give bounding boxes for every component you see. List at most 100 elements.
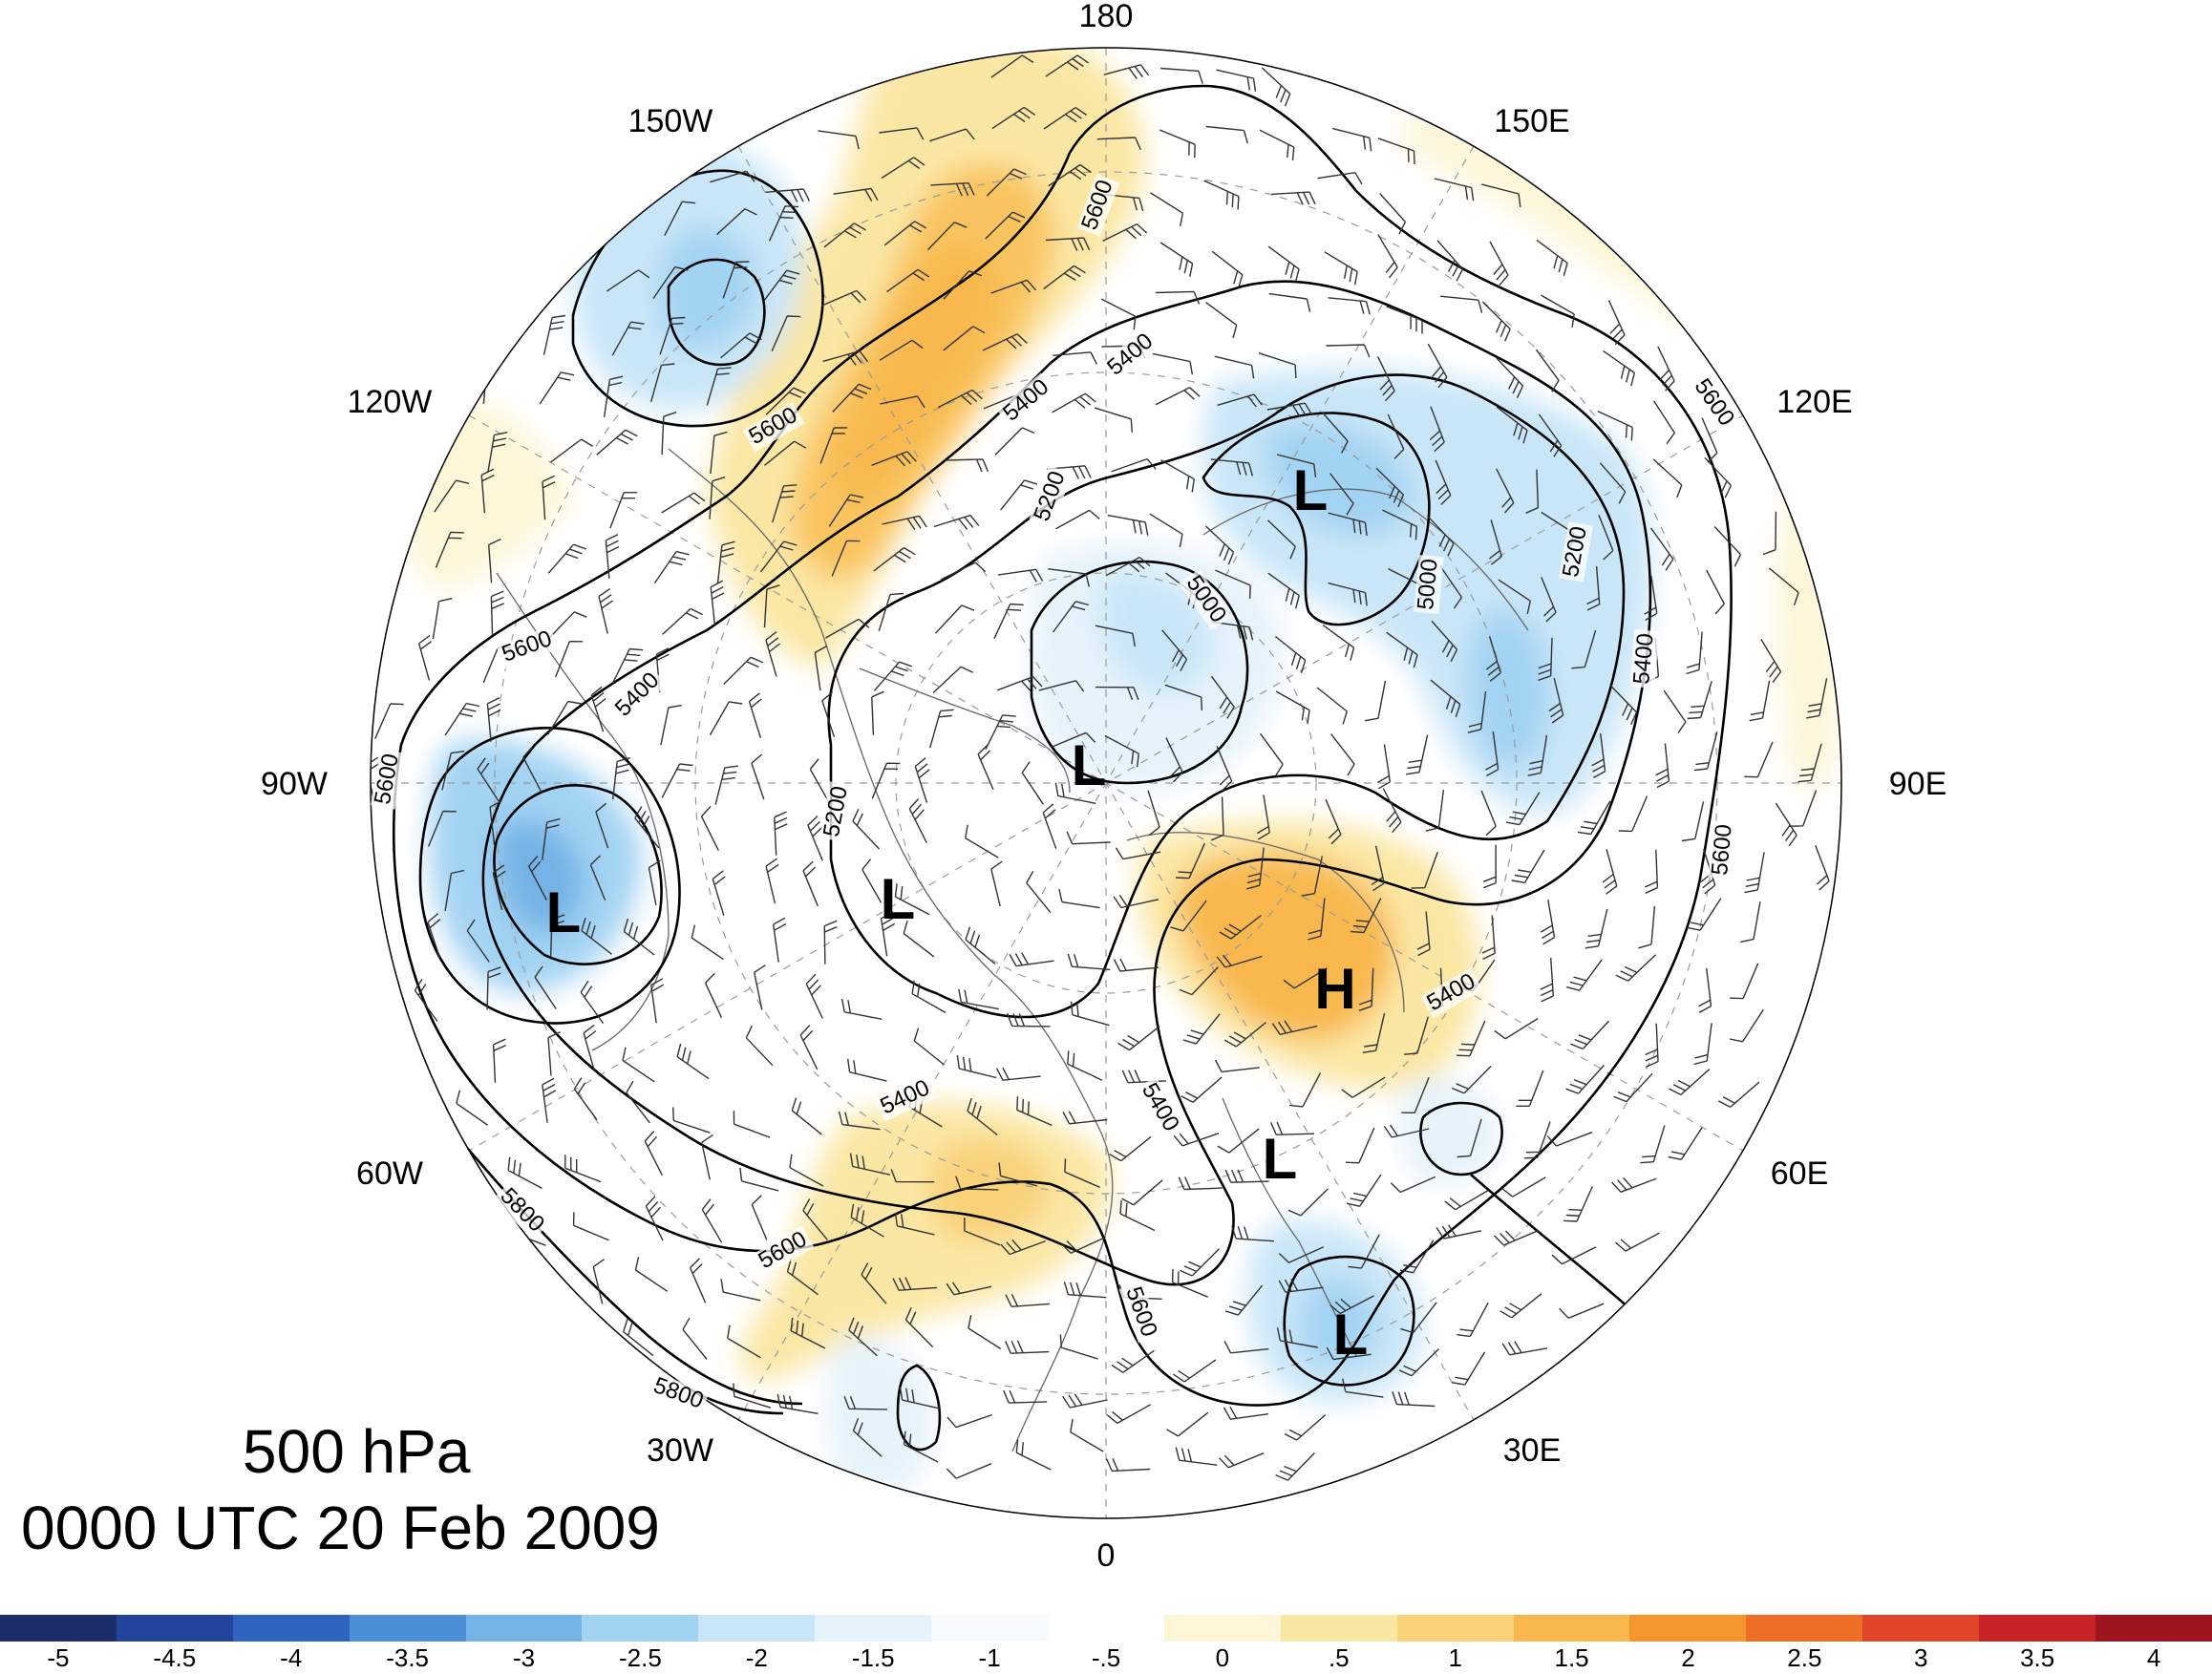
wind-barb bbox=[1439, 565, 1462, 609]
wind-barb bbox=[1043, 107, 1088, 130]
wind-barb bbox=[549, 914, 565, 958]
wind-barb bbox=[1104, 734, 1139, 768]
wind-barb bbox=[1308, 898, 1326, 941]
colorbar-segment bbox=[1163, 1615, 1281, 1642]
wind-barb bbox=[1551, 1246, 1597, 1265]
wind-barb bbox=[660, 704, 682, 746]
colorbar-tick-label: 4 bbox=[2146, 1643, 2161, 1672]
wind-barb bbox=[1173, 1133, 1220, 1147]
wind-barb bbox=[1271, 191, 1316, 205]
wind-barb bbox=[539, 371, 575, 405]
colorbar-tick-label: -1 bbox=[978, 1643, 1001, 1672]
contour-5400-atlantic-ring bbox=[896, 1364, 942, 1452]
contour-label-background bbox=[608, 666, 668, 725]
wind-barb bbox=[1377, 234, 1398, 279]
colorbar-segment bbox=[116, 1615, 233, 1642]
wind-barb bbox=[1640, 1125, 1666, 1164]
wind-barb bbox=[894, 883, 930, 916]
wind-barb bbox=[733, 1383, 772, 1409]
wind-barb bbox=[1431, 620, 1458, 663]
wind-barb bbox=[712, 870, 726, 916]
wind-barb bbox=[1256, 795, 1270, 840]
wind-barb bbox=[1160, 459, 1195, 493]
wind-barb bbox=[1164, 684, 1203, 711]
wind-barb bbox=[1152, 352, 1194, 375]
wind-barb bbox=[832, 383, 872, 413]
wind-barb bbox=[1121, 1179, 1163, 1206]
wind-barb bbox=[1160, 67, 1203, 84]
wind-barb bbox=[1063, 1282, 1107, 1299]
wind-barb bbox=[955, 1176, 999, 1191]
wind-barb bbox=[1003, 1389, 1048, 1404]
wind-barb bbox=[1501, 1341, 1548, 1356]
anomaly-negative-alaska-core bbox=[658, 227, 756, 350]
longitude-label-30e: 30E bbox=[1503, 1432, 1562, 1469]
wind-barb bbox=[609, 492, 638, 529]
contour-label-background bbox=[996, 372, 1057, 430]
contour-label-background bbox=[1179, 568, 1232, 631]
longitude-label-0: 0 bbox=[1097, 1537, 1116, 1574]
colorbar-tick-label: -3.5 bbox=[386, 1643, 430, 1672]
wind-barb bbox=[748, 692, 762, 739]
wind-barb bbox=[704, 972, 723, 1018]
wind-barb bbox=[1729, 1008, 1764, 1043]
wind-barb bbox=[849, 1153, 890, 1176]
colorbar-segment bbox=[1513, 1615, 1630, 1642]
wind-barb bbox=[990, 54, 1034, 78]
wind-barb bbox=[1268, 292, 1311, 312]
wind-barb bbox=[1379, 193, 1407, 235]
wind-barb bbox=[611, 647, 644, 684]
wind-barb bbox=[929, 128, 975, 142]
wind-barb bbox=[583, 1024, 597, 1070]
wind-barb bbox=[944, 458, 989, 473]
contour-5800-lower bbox=[448, 1126, 803, 1406]
wind-barb bbox=[1289, 1072, 1322, 1108]
wind-barb bbox=[1316, 687, 1348, 725]
wind-barb bbox=[994, 427, 1035, 456]
wind-barb bbox=[1390, 1176, 1436, 1194]
wind-barb bbox=[1377, 138, 1415, 165]
wind-barb bbox=[821, 691, 836, 737]
wind-barb bbox=[1480, 790, 1497, 837]
contour-label-background bbox=[647, 1372, 710, 1416]
wind-barb bbox=[1645, 849, 1659, 894]
wind-barb bbox=[716, 208, 757, 236]
longitude-labels: 180 150W 150E 120W 120E 90W 90E 60W 60E 30W 30E 0 bbox=[261, 0, 1946, 1574]
wind-barb bbox=[848, 1317, 878, 1357]
wind-barb bbox=[1482, 302, 1511, 342]
wind-barb bbox=[1178, 1176, 1223, 1191]
wind-barb bbox=[1762, 511, 1777, 556]
wind-barb bbox=[751, 753, 765, 800]
contour-label-background bbox=[874, 1074, 937, 1122]
wind-barb bbox=[1102, 222, 1148, 243]
wind-barb bbox=[1048, 568, 1090, 587]
pressure-system-low-europe: L bbox=[1333, 1303, 1369, 1367]
wind-barb bbox=[1559, 1303, 1605, 1319]
wind-barb bbox=[1009, 952, 1054, 967]
contour-label: 5400 bbox=[1628, 632, 1659, 686]
wind-barb bbox=[1548, 677, 1564, 724]
wind-barb bbox=[765, 188, 811, 202]
wind-barb bbox=[547, 543, 586, 574]
wind-barb bbox=[1467, 691, 1487, 733]
wind-barb bbox=[1540, 958, 1554, 1003]
wind-barb bbox=[1698, 967, 1712, 1013]
wind-barb bbox=[1565, 959, 1603, 991]
wind-barb bbox=[1387, 413, 1405, 459]
wind-barb bbox=[789, 1154, 824, 1187]
wind-barb bbox=[1006, 1013, 1051, 1028]
wind-barb bbox=[799, 1025, 819, 1070]
wind-barb bbox=[1067, 953, 1111, 971]
wind-barb bbox=[1586, 565, 1601, 611]
anomaly-negative-siberia-core bbox=[1264, 423, 1414, 535]
wind-barb bbox=[1259, 129, 1295, 161]
wind-barb bbox=[850, 1203, 884, 1238]
wind-barb bbox=[908, 798, 927, 843]
colorbar-tick-label: 3 bbox=[1914, 1643, 1928, 1672]
wind-barb bbox=[1382, 788, 1402, 834]
pressure-system-low-siberia: L bbox=[1293, 458, 1329, 522]
wind-barb bbox=[814, 645, 827, 691]
wind-barb bbox=[1271, 1020, 1318, 1035]
wind-barb bbox=[644, 1131, 663, 1176]
wind-barb bbox=[1649, 527, 1674, 571]
